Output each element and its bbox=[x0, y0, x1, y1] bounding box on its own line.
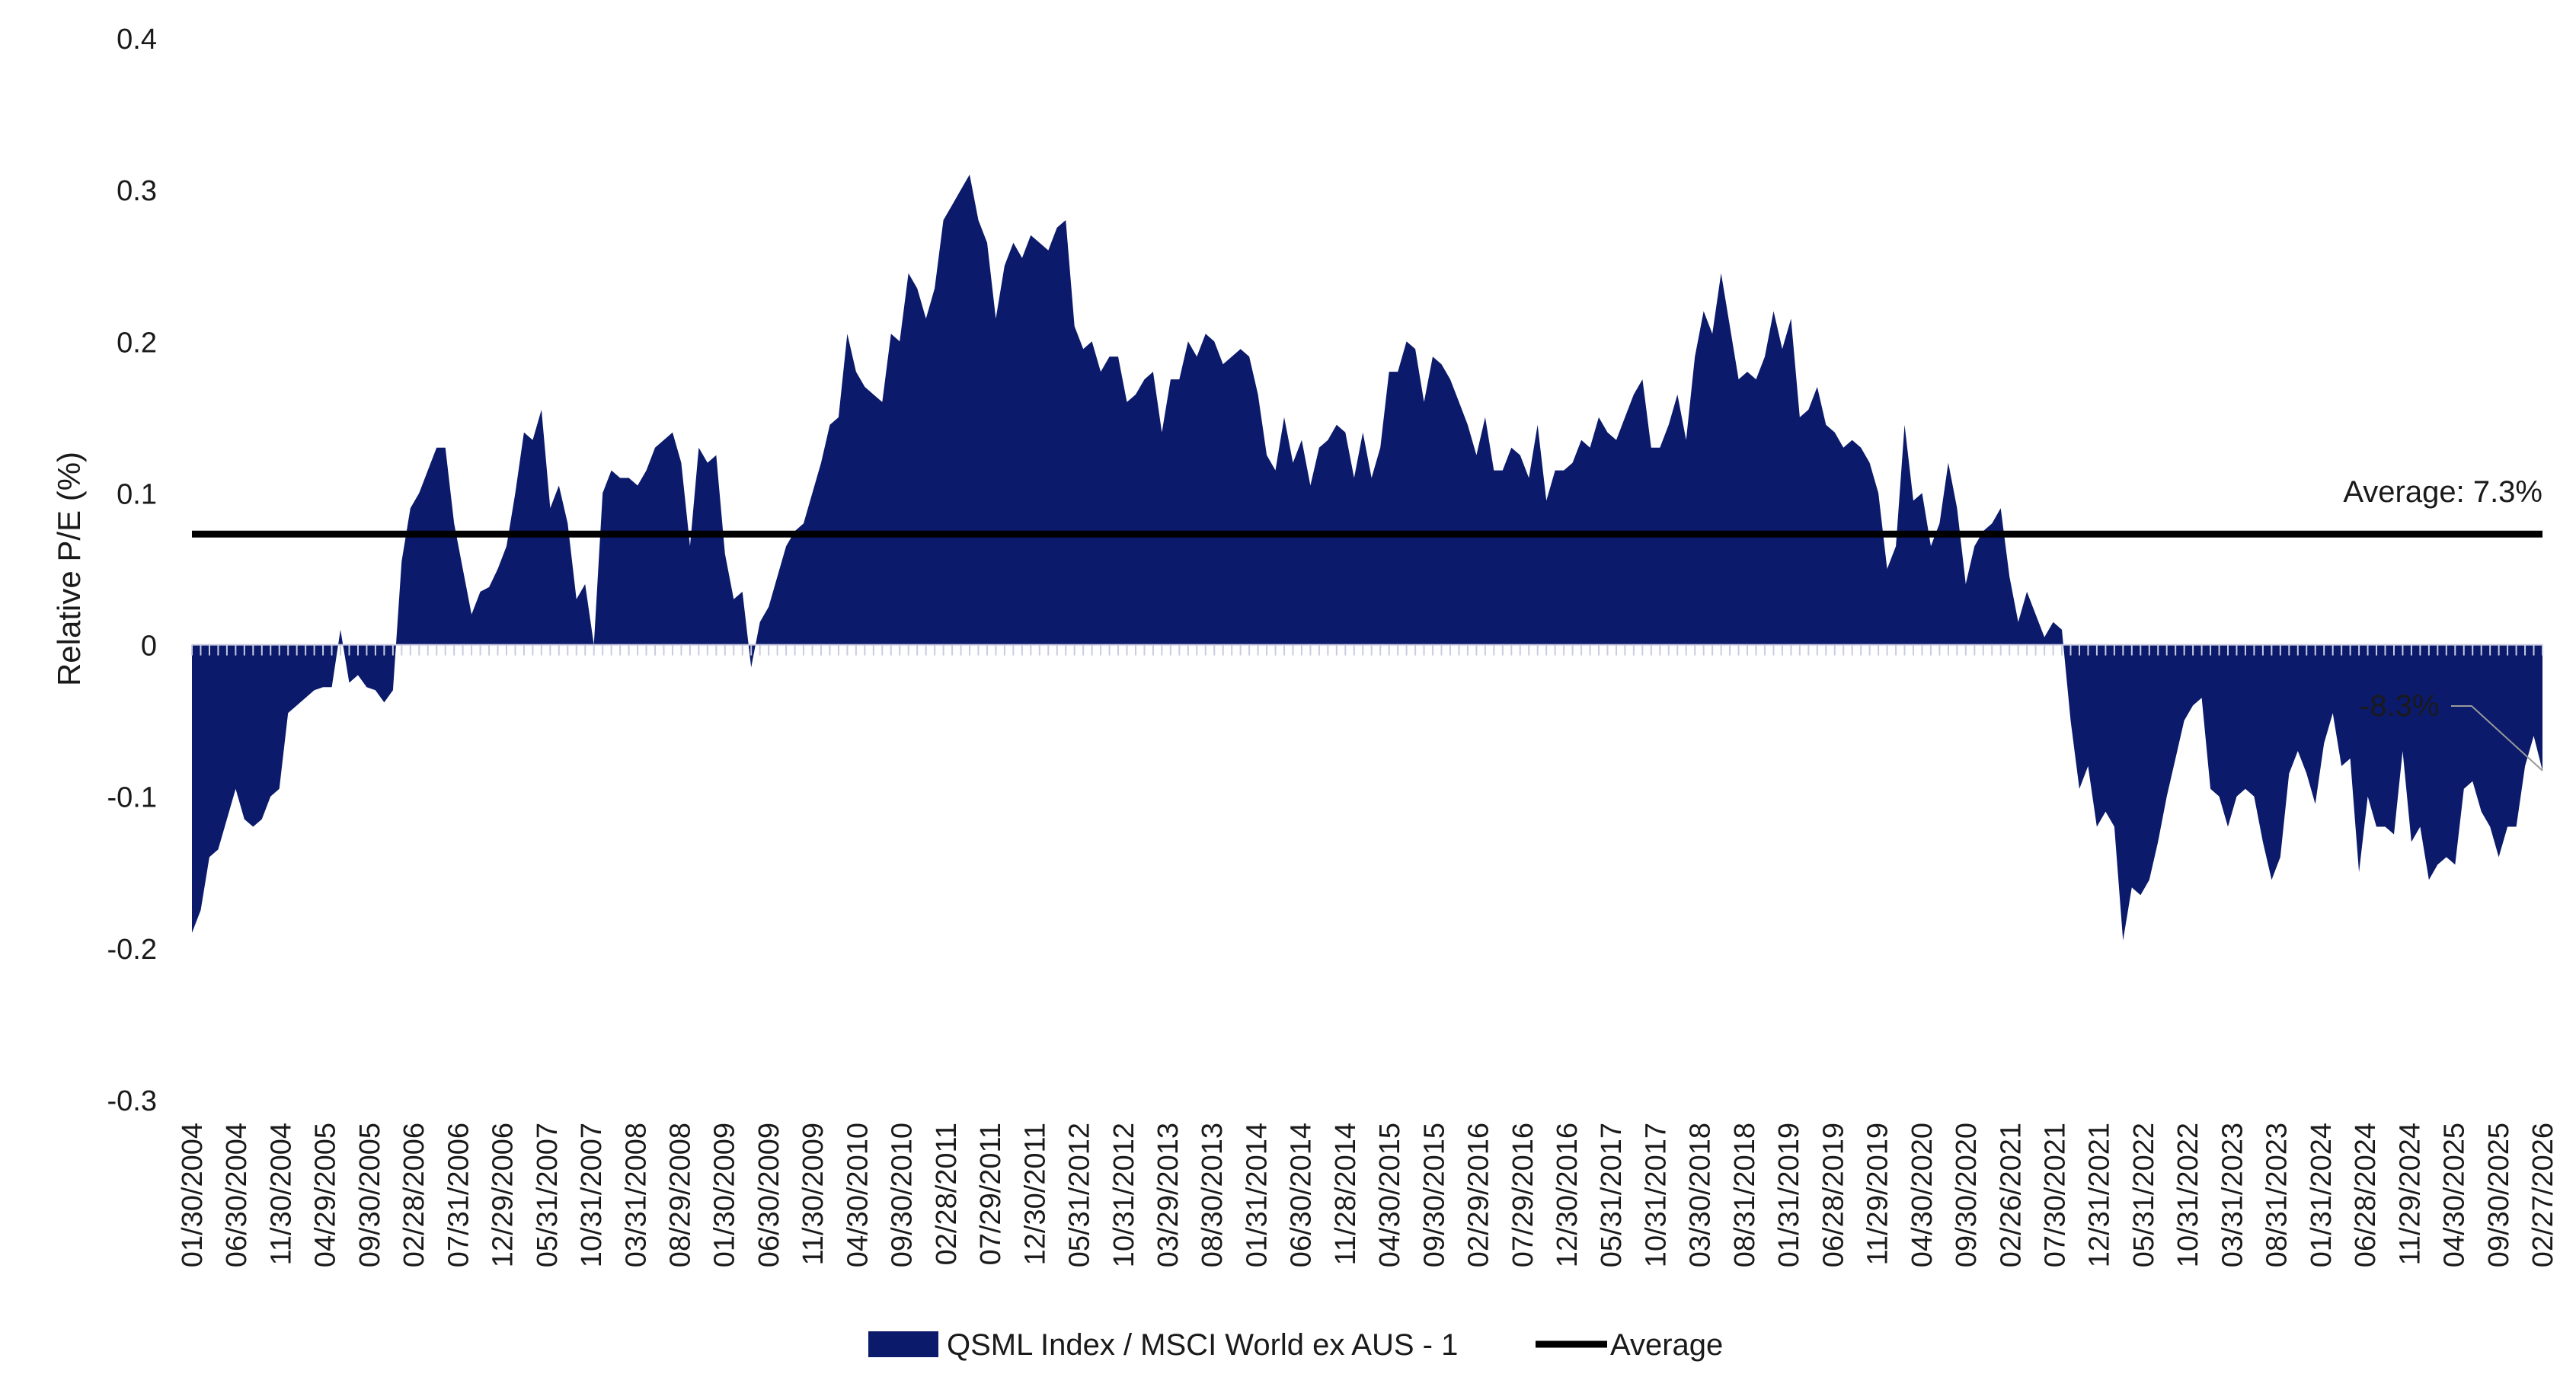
x-tick-label: 11/30/2004 bbox=[265, 1123, 297, 1265]
y-tick-label: 0.3 bbox=[117, 175, 157, 207]
x-tick-label: 11/28/2014 bbox=[1330, 1123, 1362, 1265]
x-tick-label: 06/28/2019 bbox=[1817, 1123, 1849, 1267]
x-tick-label: 10/31/2022 bbox=[2172, 1123, 2204, 1267]
x-tick-label: 01/31/2024 bbox=[2306, 1123, 2338, 1267]
legend: QSML Index / MSCI World ex AUS - 1 Avera… bbox=[868, 1328, 1723, 1362]
x-tick-label: 03/30/2018 bbox=[1685, 1123, 1717, 1267]
x-tick-label: 11/30/2009 bbox=[797, 1123, 829, 1265]
average-value-label: Average: 7.3% bbox=[2343, 475, 2542, 509]
x-tick-label: 07/30/2021 bbox=[2040, 1123, 2072, 1267]
x-tick-label: 09/30/2020 bbox=[1951, 1123, 1983, 1267]
x-tick-label: 01/31/2019 bbox=[1773, 1123, 1805, 1267]
x-tick-label: 08/30/2013 bbox=[1197, 1123, 1229, 1267]
x-tick-label: 02/26/2021 bbox=[1995, 1123, 2027, 1267]
x-tick-label: 06/30/2014 bbox=[1286, 1123, 1318, 1267]
y-tick-label: 0 bbox=[141, 631, 157, 663]
legend-label-average: Average bbox=[1610, 1328, 1723, 1362]
x-tick-label: 06/30/2004 bbox=[221, 1123, 253, 1267]
x-tick-label: 02/29/2016 bbox=[1463, 1123, 1495, 1267]
area-series-path bbox=[192, 174, 2542, 941]
x-tick-label: 02/28/2011 bbox=[931, 1123, 963, 1265]
x-tick-label: 09/30/2025 bbox=[2483, 1123, 2515, 1267]
x-tick-label: 10/31/2007 bbox=[576, 1123, 608, 1267]
x-tick-label: 04/30/2020 bbox=[1906, 1123, 1938, 1267]
x-tick-label: 05/31/2012 bbox=[1064, 1123, 1096, 1267]
x-tick-label: 04/30/2015 bbox=[1374, 1123, 1406, 1267]
legend-swatch-area bbox=[868, 1331, 938, 1357]
x-tick-label: 04/30/2025 bbox=[2439, 1123, 2471, 1267]
x-tick-label: 03/29/2013 bbox=[1152, 1123, 1184, 1267]
x-tick-label: 04/29/2005 bbox=[310, 1123, 342, 1267]
x-tick-label: 09/30/2015 bbox=[1418, 1123, 1450, 1267]
x-tick-label: 05/31/2017 bbox=[1596, 1123, 1628, 1267]
y-tick-label: 0.2 bbox=[117, 327, 157, 359]
x-tick-label: 03/31/2008 bbox=[620, 1123, 652, 1267]
x-tick-label: 04/30/2010 bbox=[842, 1123, 874, 1267]
x-axis-tick-labels: 01/30/2004 06/30/2004 11/30/2004 04/29/2005… bbox=[177, 1123, 2559, 1267]
x-tick-label: 11/29/2019 bbox=[1862, 1123, 1894, 1265]
y-tick-label: -0.2 bbox=[107, 934, 157, 966]
x-tick-label: 07/31/2006 bbox=[443, 1123, 475, 1267]
x-tick-label: 01/31/2014 bbox=[1241, 1123, 1273, 1267]
x-tick-label: 06/28/2024 bbox=[2350, 1123, 2382, 1267]
last-value-leader-line bbox=[2451, 705, 2543, 772]
x-tick-label: 11/29/2024 bbox=[2394, 1123, 2426, 1265]
x-tick-label: 12/31/2021 bbox=[2084, 1123, 2116, 1267]
x-tick-label: 03/31/2023 bbox=[2216, 1123, 2248, 1267]
x-tick-label: 06/30/2009 bbox=[753, 1123, 785, 1267]
x-tick-label: 08/31/2023 bbox=[2261, 1123, 2293, 1267]
x-tick-label: 02/27/2026 bbox=[2527, 1123, 2559, 1267]
x-tick-label: 05/31/2007 bbox=[532, 1123, 564, 1267]
x-tick-label: 12/30/2016 bbox=[1552, 1123, 1584, 1267]
y-tick-label: -0.1 bbox=[107, 782, 157, 814]
x-tick-label: 02/28/2006 bbox=[398, 1123, 430, 1267]
y-axis-title: Relative P/E (%) bbox=[51, 452, 87, 686]
area-series-layer bbox=[192, 174, 2542, 941]
x-tick-label: 12/30/2011 bbox=[1019, 1123, 1051, 1265]
x-tick-label: 07/29/2016 bbox=[1507, 1123, 1539, 1267]
x-tick-label: 09/30/2005 bbox=[354, 1123, 386, 1267]
x-tick-label: 01/30/2004 bbox=[177, 1123, 209, 1267]
x-tick-label: 12/29/2006 bbox=[487, 1123, 519, 1267]
x-tick-label: 09/30/2010 bbox=[887, 1123, 919, 1267]
x-minor-ticks bbox=[191, 644, 2543, 656]
x-tick-label: 10/31/2017 bbox=[1640, 1123, 1672, 1267]
annotations: Average: 7.3% -8.3% bbox=[2343, 475, 2543, 772]
x-tick-label: 10/31/2012 bbox=[1108, 1123, 1140, 1267]
x-tick-label: 08/31/2018 bbox=[1729, 1123, 1761, 1267]
y-tick-label: 0.4 bbox=[117, 24, 157, 56]
x-tick-label: 08/29/2008 bbox=[664, 1123, 696, 1267]
legend-label-area: QSML Index / MSCI World ex AUS - 1 bbox=[947, 1328, 1458, 1362]
x-tick-label: 05/31/2022 bbox=[2128, 1123, 2160, 1267]
x-tick-label: 07/29/2011 bbox=[975, 1123, 1007, 1265]
x-tick-label: 01/30/2009 bbox=[709, 1123, 741, 1267]
y-tick-label: -0.3 bbox=[107, 1085, 157, 1117]
y-tick-label: 0.1 bbox=[117, 478, 157, 510]
y-axis-tick-labels: 0.4 0.3 0.2 0.1 0 -0.1 -0.2 -0.3 bbox=[107, 24, 157, 1117]
last-value-label: -8.3% bbox=[2360, 689, 2440, 723]
